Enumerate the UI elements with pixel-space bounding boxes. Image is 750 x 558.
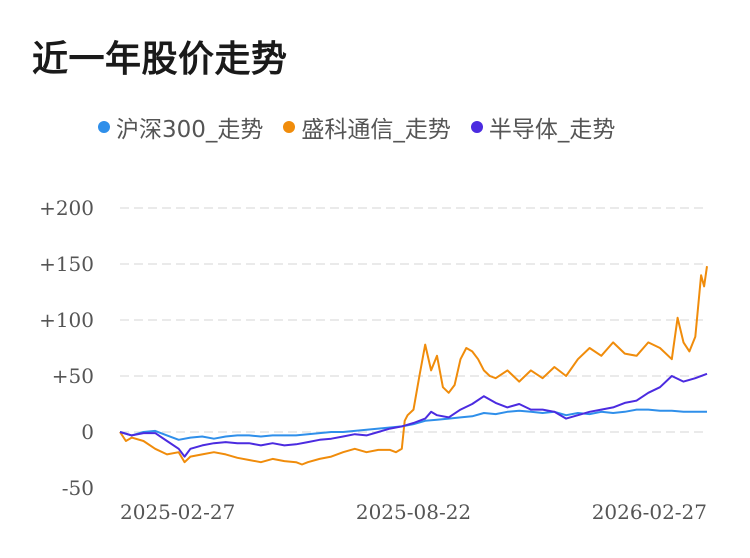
y-tick-label: +50 [52,364,94,388]
legend-marker-shengke [283,121,296,133]
series-line-1 [119,266,708,466]
chart-legend: 沪深300_走势 盛科通信_走势 半导体_走势 [98,110,635,144]
legend-item-hs300[interactable]: 沪深300_走势 [98,110,263,144]
series-line-2 [119,372,708,458]
y-tick-label: +150 [39,252,94,276]
legend-marker-semiconductor [470,121,483,133]
y-axis-labels: -50 0 +50 +100 +150 +200 [39,196,94,500]
y-tick-label: -50 [62,476,94,500]
legend-label-shengke: 盛科通信_走势 [301,117,451,143]
y-tick-label: +200 [39,196,94,220]
y-tick-label: 0 [81,420,94,444]
x-axis-labels: 2025-02-27 2025-08-22 2026-02-27 [120,500,707,524]
x-tick-label: 2025-08-22 [356,500,471,524]
legend-marker-hs300 [98,121,110,133]
legend-item-shengke[interactable]: 盛科通信_走势 [283,110,451,144]
legend-label-hs300: 沪深300_走势 [116,117,264,143]
y-tick-label: +100 [39,308,94,332]
legend-item-semiconductor[interactable]: 半导体_走势 [470,110,616,144]
series-line-0 [119,408,707,441]
grid-lines [120,207,707,433]
x-tick-label: 2025-02-27 [120,500,235,524]
x-tick-label: 2026-02-27 [592,500,707,524]
chart-title: 近一年股价走势 [32,39,288,80]
series-lines [119,266,708,466]
legend-label-semiconductor: 半导体_走势 [488,117,616,143]
